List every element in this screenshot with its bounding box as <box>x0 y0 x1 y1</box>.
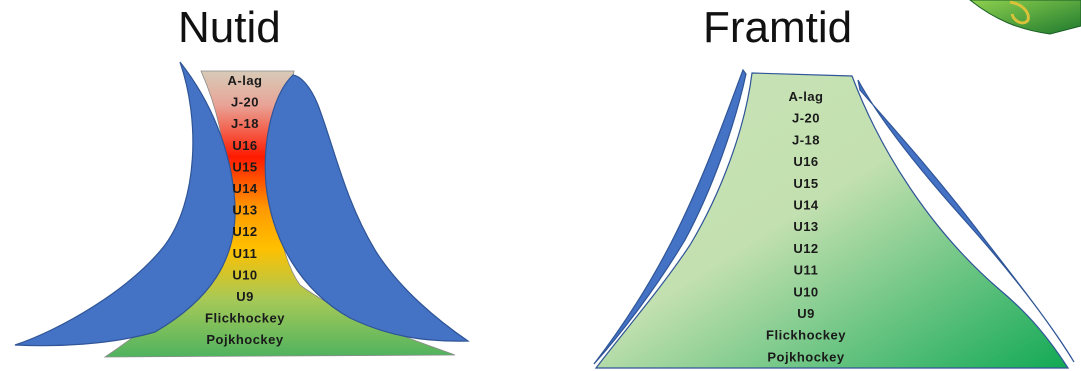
nutid-level-label: U9 <box>236 289 254 304</box>
nutid-level-label: U14 <box>232 181 258 196</box>
framtid-level-label: U10 <box>793 284 818 299</box>
framtid-right-wing <box>857 79 1075 363</box>
nutid-level-label: U15 <box>232 159 257 174</box>
framtid-level-label: A-lag <box>789 89 824 104</box>
framtid-level-label: Flickhockey <box>766 328 846 343</box>
nutid-level-label: J-18 <box>231 116 259 131</box>
framtid-level-label: U11 <box>794 263 819 278</box>
nutid-level-label: U12 <box>232 224 257 239</box>
nutid-level-label: Pojkhockey <box>206 332 284 347</box>
nutid-pyramid: A-lag J-20 J-18 U16 U15 U14 U13 U12 U11 U10 U9 Flic… <box>14 61 470 358</box>
title-framtid: Framtid <box>703 3 853 52</box>
framtid-level-label: U12 <box>793 241 818 256</box>
framtid-left-wing <box>593 68 747 365</box>
framtid-level-label: U14 <box>793 198 819 213</box>
nutid-level-label: U13 <box>232 203 257 218</box>
club-logo-icon <box>969 0 1081 35</box>
nutid-level-label: U10 <box>232 267 257 282</box>
framtid-level-label: U13 <box>793 219 818 234</box>
nutid-level-label: A-lag <box>228 73 263 88</box>
framtid-pyramid: A-lag J-20 J-18 U16 U15 U14 U13 U12 U11 U10 U9 Flic… <box>593 68 1075 369</box>
nutid-level-label: J-20 <box>231 95 259 110</box>
nutid-level-label: U11 <box>233 246 258 261</box>
framtid-level-label: U15 <box>793 176 818 191</box>
framtid-level-label: U16 <box>793 154 818 169</box>
nutid-level-label: U16 <box>232 138 257 153</box>
nutid-level-label: Flickhockey <box>205 311 285 326</box>
nutid-right-wing <box>264 74 470 342</box>
framtid-level-label: J-20 <box>792 111 820 126</box>
framtid-level-label: U9 <box>797 306 815 321</box>
framtid-level-label: J-18 <box>792 132 820 147</box>
nutid-left-wing <box>14 61 236 347</box>
framtid-level-label: Pojkhockey <box>767 349 845 364</box>
title-nutid: Nutid <box>178 3 281 52</box>
framtid-pyramid-shape <box>594 72 1070 369</box>
